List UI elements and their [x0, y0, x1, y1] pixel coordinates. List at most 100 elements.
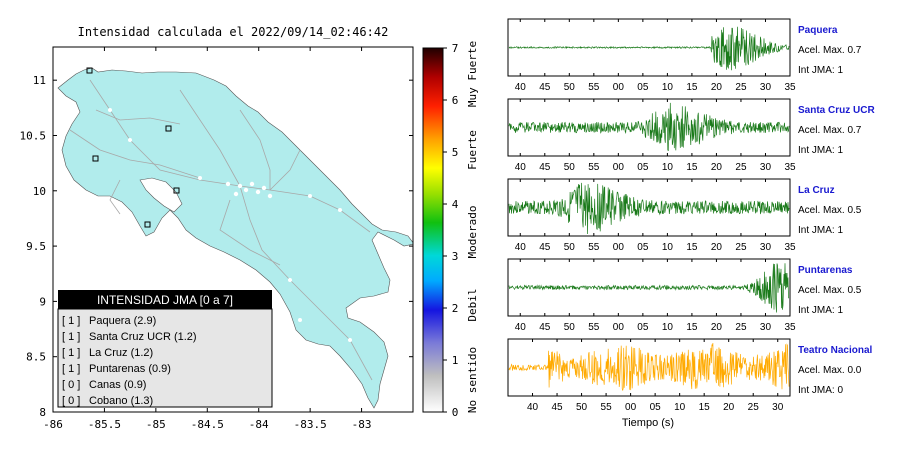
time-tick-label: 40 — [515, 242, 527, 253]
time-tick-label: 20 — [711, 82, 723, 93]
time-tick-label: 25 — [735, 82, 747, 93]
legend-item-label: Paquera (2.9) — [89, 315, 156, 327]
legend-item-label: Puntarenas (0.9) — [89, 363, 171, 375]
max-acceleration: Acel. Max. 0.7 — [798, 45, 862, 56]
time-tick-label: 30 — [760, 162, 772, 173]
colorbar-tick-label: 2 — [452, 302, 459, 315]
jma-intensity: Int JMA: 1 — [798, 145, 843, 156]
time-tick-label: 00 — [613, 322, 625, 333]
lon-tick-label: -83 — [352, 418, 372, 431]
lat-tick-label: 11 — [33, 74, 46, 87]
time-tick-label: 35 — [784, 162, 796, 173]
time-tick-label: 25 — [735, 162, 747, 173]
station-name: Paquera — [798, 25, 838, 36]
time-tick-label: 50 — [564, 82, 576, 93]
waveform-trace — [508, 342, 790, 391]
time-tick-label: 00 — [613, 162, 625, 173]
time-tick-label: 50 — [564, 322, 576, 333]
colorbar-class-label: No sentido — [466, 347, 479, 413]
waveform-panel: 40 45 50 55 00 05 10 15 20 25 30 35 Santa Cruz UCR Ac… — [507, 98, 875, 173]
time-tick-label: 35 — [784, 242, 796, 253]
colorbar-tick-label: 5 — [452, 146, 459, 159]
time-tick-label: 45 — [539, 322, 551, 333]
colorbar-tick-label: 7 — [452, 42, 459, 55]
time-tick-label: 05 — [637, 162, 649, 173]
waveform-panels: 40 45 50 55 00 05 10 15 20 25 30 35 Paquera Acel. Max… — [507, 18, 875, 413]
time-tick-label: 05 — [637, 242, 649, 253]
max-acceleration: Acel. Max. 0.0 — [798, 365, 862, 376]
waveform-panel: 40 45 50 55 00 05 10 15 20 25 30 35 Puntarenas Acel. … — [507, 258, 862, 333]
legend-item-code: [ 0 ] — [62, 395, 80, 407]
legend-item-code: [ 0 ] — [62, 379, 80, 391]
max-acceleration: Acel. Max. 0.5 — [798, 285, 862, 296]
jma-intensity: Int JMA: 1 — [798, 65, 843, 76]
max-acceleration: Acel. Max. 0.7 — [798, 125, 862, 136]
time-tick-label: 15 — [699, 402, 711, 413]
time-tick-label: 00 — [613, 242, 625, 253]
time-tick-label: 25 — [735, 322, 747, 333]
lat-tick-label: 8 — [39, 406, 46, 419]
time-tick-label: 20 — [711, 162, 723, 173]
time-tick-label: 20 — [723, 402, 735, 413]
time-tick-label: 20 — [711, 242, 723, 253]
time-tick-label: 30 — [760, 82, 772, 93]
legend-item-label: La Cruz (1.2) — [89, 347, 153, 359]
colorbar-tick-label: 4 — [452, 198, 459, 211]
time-tick-label: 10 — [674, 402, 686, 413]
waveform-trace — [508, 26, 790, 71]
time-tick-label: 40 — [527, 402, 539, 413]
station-name: Puntarenas — [798, 265, 853, 276]
time-tick-label: 05 — [637, 82, 649, 93]
time-tick-label: 55 — [588, 242, 600, 253]
time-tick-label: 45 — [539, 242, 551, 253]
waveform-trace — [508, 102, 790, 152]
lat-tick-label: 9 — [39, 295, 46, 308]
time-tick-label: 40 — [515, 322, 527, 333]
lat-tick-label: 8.5 — [26, 351, 46, 364]
lat-tick-label: 9.5 — [26, 240, 46, 253]
lon-tick-label: -85.5 — [88, 418, 121, 431]
map-title: Intensidad calculada el 2022/09/14_02:46… — [78, 25, 389, 39]
station-name: La Cruz — [798, 185, 835, 196]
time-tick-label: 55 — [588, 322, 600, 333]
station-markers — [86, 67, 180, 228]
city-markers — [108, 108, 352, 342]
colorbar-class-label: Fuerte — [466, 130, 479, 170]
colorbar-class-label: Muy Fuerte — [466, 41, 479, 107]
colorbar-tick-label: 3 — [452, 250, 459, 263]
time-tick-label: 40 — [515, 82, 527, 93]
lat-tick-label: 10.5 — [20, 129, 47, 142]
time-tick-label: 55 — [588, 82, 600, 93]
time-tick-label: 40 — [515, 162, 527, 173]
time-tick-label: 45 — [539, 82, 551, 93]
colorbar-class-label: Debil — [466, 288, 479, 321]
time-tick-label: 45 — [539, 162, 551, 173]
waveform-trace — [508, 263, 790, 313]
waveform-panel: 40 45 50 55 00 05 10 15 20 25 30 35 La Cruz Acel. Max… — [507, 178, 862, 253]
station-name: Teatro Nacional — [798, 345, 872, 356]
time-tick-label: 00 — [613, 82, 625, 93]
time-tick-label: 35 — [784, 82, 796, 93]
waveform-panel: 40 45 50 55 00 05 10 15 20 25 30 Teatro Nacional Ace… — [507, 338, 872, 413]
time-tick-label: 10 — [662, 322, 674, 333]
legend-item-label: Cobano (1.3) — [89, 395, 153, 407]
time-tick-label: 00 — [625, 402, 637, 413]
time-tick-label: 30 — [772, 402, 784, 413]
legend-items: [ 1 ] Paquera (2.9) [ 1 ] Santa Cruz UCR (1… — [62, 315, 197, 407]
jma-intensity: Int JMA: 1 — [798, 305, 843, 316]
time-tick-label: 10 — [662, 82, 674, 93]
lon-tick-label: -86 — [43, 418, 63, 431]
time-tick-label: 20 — [711, 322, 723, 333]
time-tick-label: 15 — [686, 82, 698, 93]
legend-item-code: [ 1 ] — [62, 331, 80, 343]
map-axes: -86 -85.5 -85 -84.5 -84 -83.5 -83 8 8.5 9 9.5 10 10.… — [20, 47, 413, 431]
legend-item-code: [ 1 ] — [62, 347, 80, 359]
time-tick-label: 05 — [637, 322, 649, 333]
colorbar-tick-label: 1 — [452, 354, 459, 367]
time-tick-label: 50 — [576, 402, 588, 413]
time-tick-label: 10 — [662, 162, 674, 173]
time-tick-label: 50 — [564, 162, 576, 173]
lon-tick-label: -85 — [146, 418, 166, 431]
legend-title-bar — [58, 290, 272, 309]
intensity-legend: INTENSIDAD JMA [0 a 7] [ 1 ] Paquera (2.9… — [57, 290, 273, 408]
